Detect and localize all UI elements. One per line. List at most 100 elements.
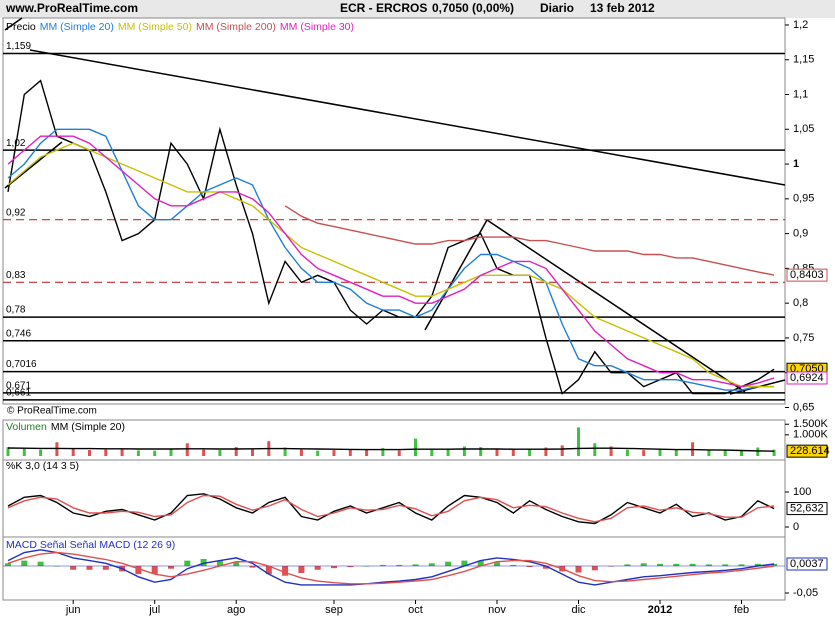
histogram-bar — [575, 566, 582, 573]
volume-bar — [462, 446, 466, 456]
volume-bar — [430, 449, 434, 456]
x-tick-label: jun — [65, 604, 81, 616]
volume-bar — [218, 450, 222, 456]
histogram-bar — [184, 560, 191, 566]
histogram-bar — [510, 564, 517, 566]
volume-bar — [772, 449, 776, 456]
series-line — [7, 128, 775, 391]
panel-title: %K 3,0 (14 3 5) — [6, 460, 79, 472]
volume-bar — [642, 450, 646, 456]
volume-bar — [283, 447, 287, 456]
copyright: © ProRealTime.com — [7, 406, 97, 417]
histogram-bar — [168, 566, 174, 569]
volume-bar — [153, 450, 157, 456]
value-badge — [786, 268, 828, 282]
histogram-bar — [265, 566, 272, 575]
volume-bar — [381, 447, 385, 456]
volume-bar — [560, 445, 564, 456]
symbol: ECR - ERCROS — [340, 1, 427, 15]
volume-bar — [414, 438, 417, 456]
y-tick-label: 100 — [793, 486, 811, 498]
histogram-bar — [461, 560, 468, 566]
histogram-bar — [233, 562, 240, 566]
x-tick-label: nov — [488, 604, 506, 616]
histogram-bar — [705, 564, 712, 566]
x-tick-label: oct — [408, 604, 423, 616]
histogram-bar — [282, 566, 289, 576]
histogram-bar — [314, 566, 321, 570]
volume-bar — [251, 448, 254, 456]
legend: Volumen MM (Simple 20) — [6, 421, 125, 433]
histogram-bar — [21, 560, 28, 566]
volume-bar — [756, 447, 760, 456]
x-tick-label: jul — [148, 604, 160, 616]
volume-bar — [544, 447, 548, 456]
histogram-bar — [412, 564, 419, 566]
histogram-bar — [591, 566, 598, 571]
value-badge-label: 228.614 — [790, 445, 830, 457]
y-tick-label: -0,05 — [793, 587, 818, 599]
value-badge-label: 0,8403 — [790, 269, 824, 281]
level-label: 0,83 — [6, 270, 26, 281]
histogram-bar — [771, 563, 778, 566]
trend-line — [4, 17, 23, 31]
histogram-bar — [347, 566, 354, 568]
volume-bar — [723, 449, 727, 456]
volume-bar — [169, 448, 173, 456]
y-tick-label: 0,9 — [793, 228, 808, 240]
histogram-bar — [37, 561, 44, 566]
histogram-bar — [445, 561, 452, 566]
volume-bar — [365, 449, 369, 456]
trend-line — [29, 49, 786, 186]
y-tick-label: 1,05 — [793, 123, 814, 135]
volume-bar — [39, 449, 43, 456]
series-line — [7, 447, 775, 452]
histogram-bar — [624, 564, 631, 566]
histogram-bar — [396, 564, 403, 566]
histogram-bar — [86, 566, 93, 570]
histogram-bar — [151, 566, 158, 575]
series-line — [7, 494, 775, 523]
site: www.ProRealTime.com — [5, 1, 138, 15]
y-tick-label: 1.500K — [793, 418, 829, 430]
volume-bar — [120, 449, 124, 456]
legend-entry: Precio — [6, 21, 36, 33]
volume-bar — [104, 449, 108, 456]
volume-bar — [71, 448, 75, 456]
volume-bar — [446, 448, 450, 456]
legend-entry: MM (Simple 30) — [280, 21, 354, 33]
volume-bar — [397, 450, 401, 456]
price-frame — [2, 17, 786, 405]
panel-title: MACD Señal Señal MACD (12 26 9) — [6, 539, 175, 551]
volume-bar — [88, 450, 91, 456]
volume-bar — [625, 449, 629, 456]
volume-bar — [495, 449, 499, 456]
legend: Precio MM (Simple 20) MM (Simple 50) MM (Si… — [6, 21, 354, 33]
volume-bar — [348, 449, 352, 456]
series-line — [7, 549, 775, 586]
series-line — [7, 551, 775, 585]
volume-bar — [511, 449, 515, 456]
volume-bar — [658, 448, 662, 456]
histogram-bar — [428, 563, 435, 566]
histogram-bar — [657, 563, 663, 566]
volume-bar — [234, 447, 238, 456]
histogram-bar — [249, 566, 256, 568]
period: Diario — [540, 1, 574, 15]
volume-bar — [22, 447, 26, 456]
value-badge-label: 52,632 — [790, 502, 824, 514]
volume-bar — [593, 443, 597, 456]
y-tick-label: 1 — [793, 158, 799, 170]
volume-bar — [479, 447, 483, 456]
histogram-bar — [477, 560, 484, 566]
histogram-bar — [754, 563, 761, 566]
histogram-bar — [738, 564, 745, 566]
level-label: 0,661 — [6, 387, 31, 398]
volume-bar — [55, 442, 59, 456]
y-tick-label: 0 — [793, 521, 799, 533]
legend: %K 3,0 (14 3 5) — [6, 460, 79, 472]
date: 13 feb 2012 — [590, 1, 655, 15]
y-tick-label: 0,65 — [793, 401, 814, 413]
y-tick-label: 1.000K — [793, 429, 829, 441]
